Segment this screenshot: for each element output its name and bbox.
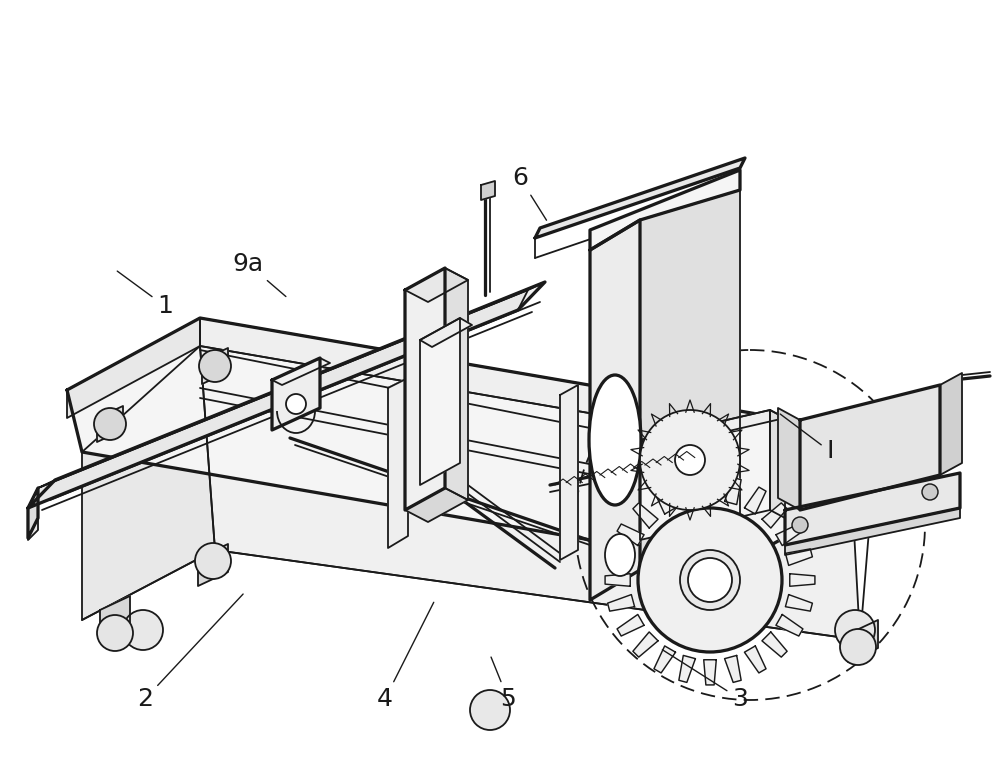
Polygon shape — [420, 318, 472, 347]
Polygon shape — [727, 478, 753, 514]
Polygon shape — [605, 574, 630, 587]
Polygon shape — [848, 620, 878, 662]
Text: I: I — [780, 414, 834, 463]
Polygon shape — [67, 318, 200, 418]
Circle shape — [688, 558, 732, 602]
Circle shape — [470, 690, 510, 730]
Text: 5: 5 — [491, 657, 516, 711]
Polygon shape — [590, 220, 640, 600]
Polygon shape — [481, 181, 495, 200]
Circle shape — [199, 350, 231, 382]
Circle shape — [94, 408, 126, 440]
Polygon shape — [405, 268, 445, 510]
Polygon shape — [608, 549, 635, 565]
Polygon shape — [762, 503, 787, 528]
Polygon shape — [837, 450, 863, 486]
Circle shape — [792, 517, 808, 533]
Polygon shape — [445, 268, 468, 500]
Circle shape — [97, 615, 133, 651]
Circle shape — [286, 394, 306, 414]
Polygon shape — [679, 478, 695, 505]
Polygon shape — [405, 268, 468, 302]
Polygon shape — [388, 378, 408, 548]
Polygon shape — [200, 318, 850, 458]
Circle shape — [834, 452, 866, 484]
Polygon shape — [272, 358, 320, 430]
Polygon shape — [940, 373, 962, 475]
Circle shape — [680, 550, 740, 610]
Polygon shape — [633, 632, 658, 657]
Polygon shape — [617, 524, 644, 546]
Ellipse shape — [605, 534, 635, 576]
Circle shape — [675, 445, 705, 475]
Polygon shape — [97, 406, 123, 442]
Circle shape — [638, 508, 782, 652]
Polygon shape — [640, 190, 740, 570]
Polygon shape — [28, 290, 528, 508]
Polygon shape — [800, 385, 940, 510]
Polygon shape — [778, 408, 800, 510]
Polygon shape — [420, 318, 460, 485]
Text: 1: 1 — [117, 271, 173, 318]
Polygon shape — [862, 500, 890, 536]
Polygon shape — [744, 487, 766, 514]
Polygon shape — [654, 487, 676, 514]
Polygon shape — [38, 282, 545, 488]
Polygon shape — [28, 488, 38, 538]
Polygon shape — [272, 358, 330, 385]
Polygon shape — [770, 410, 785, 518]
Text: 4: 4 — [377, 602, 434, 711]
Polygon shape — [82, 346, 215, 620]
Polygon shape — [762, 632, 787, 657]
Polygon shape — [560, 385, 578, 560]
Circle shape — [835, 610, 875, 650]
Polygon shape — [200, 346, 860, 640]
Polygon shape — [785, 473, 960, 545]
Circle shape — [922, 484, 938, 500]
Polygon shape — [535, 158, 745, 238]
Polygon shape — [28, 488, 38, 540]
Circle shape — [123, 610, 163, 650]
Polygon shape — [198, 544, 228, 586]
Circle shape — [640, 410, 740, 510]
Polygon shape — [785, 549, 812, 565]
Text: 6: 6 — [512, 166, 547, 220]
Polygon shape — [67, 318, 870, 565]
Polygon shape — [590, 170, 740, 250]
Polygon shape — [100, 596, 130, 638]
Polygon shape — [776, 615, 803, 636]
Polygon shape — [744, 646, 766, 673]
Polygon shape — [202, 348, 228, 384]
Polygon shape — [679, 655, 695, 683]
Circle shape — [840, 629, 876, 665]
Polygon shape — [785, 508, 960, 555]
Polygon shape — [850, 430, 870, 518]
Polygon shape — [640, 410, 785, 448]
Polygon shape — [654, 646, 676, 673]
Polygon shape — [633, 503, 658, 528]
Polygon shape — [790, 574, 815, 587]
Polygon shape — [785, 594, 812, 612]
Polygon shape — [617, 615, 644, 636]
Polygon shape — [28, 282, 545, 508]
Polygon shape — [405, 488, 468, 522]
Text: 3: 3 — [662, 650, 748, 711]
Polygon shape — [640, 410, 770, 540]
Polygon shape — [608, 594, 635, 612]
Polygon shape — [704, 475, 716, 501]
Text: 2: 2 — [137, 594, 243, 711]
Circle shape — [195, 543, 231, 579]
Polygon shape — [725, 478, 741, 505]
Circle shape — [724, 480, 756, 512]
Text: 9a: 9a — [232, 252, 286, 297]
Polygon shape — [704, 660, 716, 685]
Ellipse shape — [589, 375, 641, 505]
Polygon shape — [776, 524, 803, 546]
Polygon shape — [725, 655, 741, 683]
